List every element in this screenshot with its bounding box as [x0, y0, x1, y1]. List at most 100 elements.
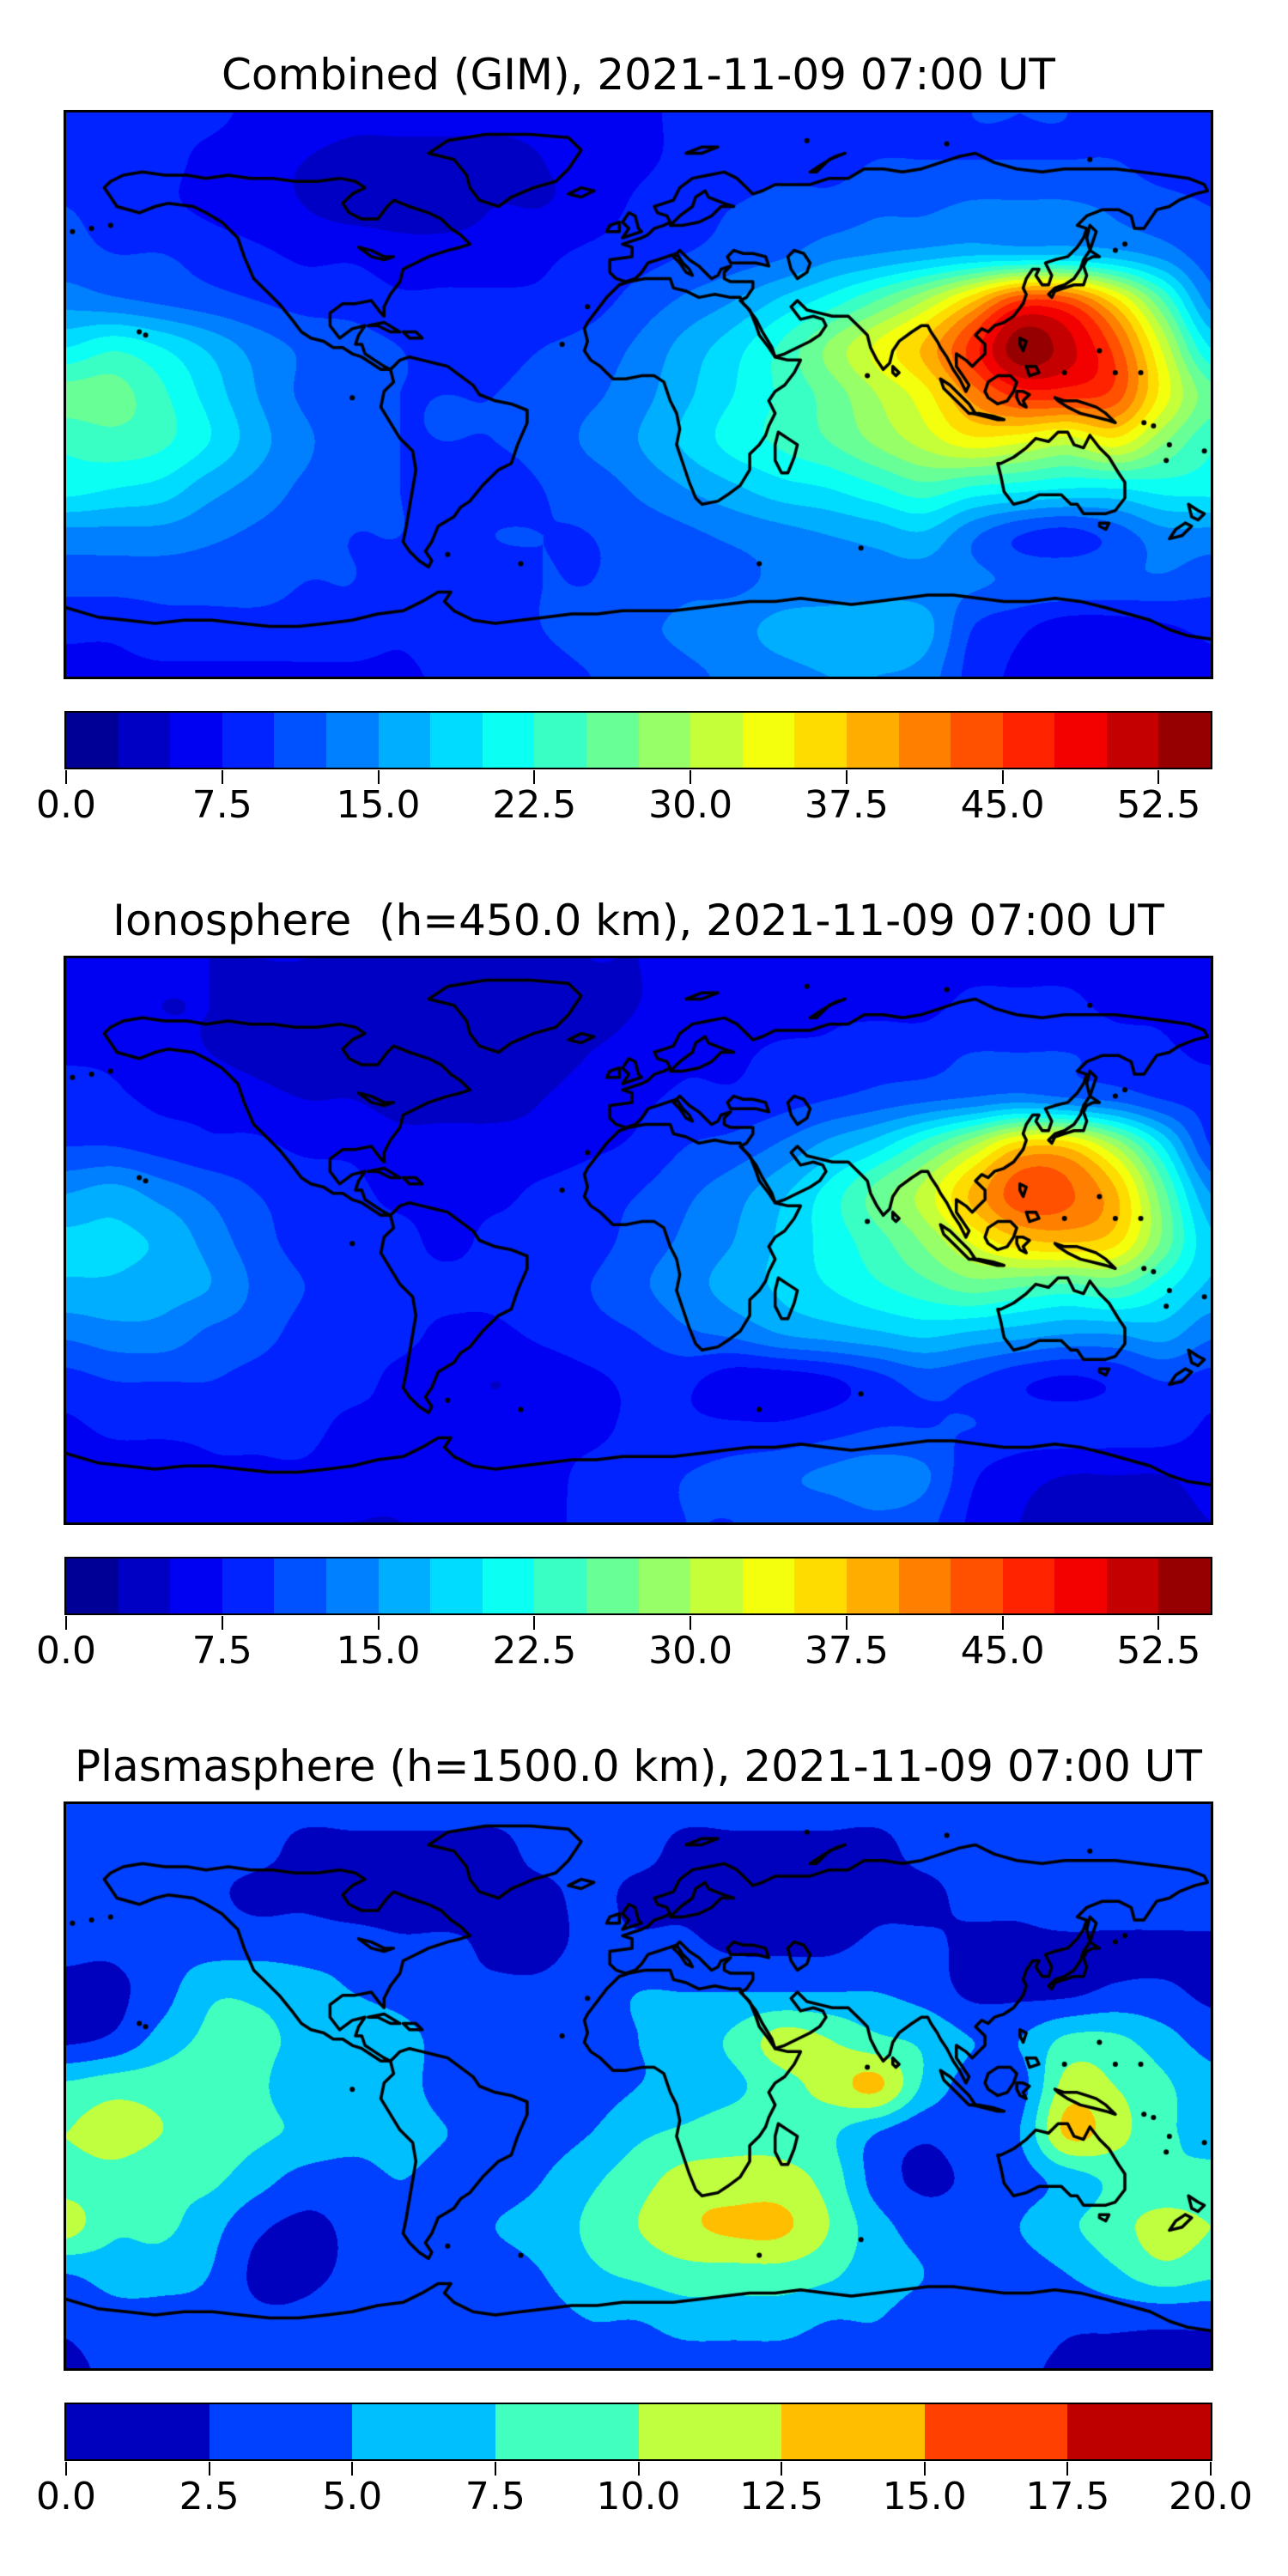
- colorbar-segment: [794, 1558, 847, 1613]
- colorbar-tick: [690, 770, 692, 784]
- colorbar-segment: [482, 713, 535, 768]
- colorbar-tick: [1001, 770, 1004, 784]
- map-plasmasphere-frame: [64, 1801, 1213, 2371]
- colorbar-tick: [1066, 2462, 1069, 2476]
- colorbar-tick-label: 37.5: [804, 783, 889, 827]
- colorbar-tick: [494, 2462, 496, 2476]
- colorbar-segment: [1158, 1558, 1212, 1613]
- colorbar-segment: [1002, 713, 1055, 768]
- colorbar-segment: [1106, 1558, 1159, 1613]
- colorbar-segment: [846, 1558, 899, 1613]
- colorbar-tick-label: 22.5: [492, 783, 577, 827]
- colorbar-segment: [794, 713, 847, 768]
- colorbar-segment: [534, 1558, 586, 1613]
- colorbar-segment: [638, 2404, 782, 2459]
- colorbar-segment: [1067, 2404, 1211, 2459]
- colorbar-segment: [325, 713, 379, 768]
- colorbar-segment: [430, 713, 483, 768]
- colorbar-tick-label: 7.5: [191, 783, 252, 827]
- colorbar-tick: [923, 2462, 926, 2476]
- colorbar-tick-label: 2.5: [179, 2475, 240, 2518]
- colorbar-tick: [377, 770, 380, 784]
- colorbar-tick: [1157, 770, 1160, 784]
- colorbar-segment: [352, 2404, 495, 2459]
- colorbar-tick: [637, 2462, 640, 2476]
- colorbar-plasmasphere: [64, 2403, 1212, 2461]
- colorbar-tick: [221, 1616, 223, 1630]
- colorbar-tick-label: 15.0: [336, 783, 421, 827]
- colorbar-segment: [378, 1558, 431, 1613]
- colorbar-segment: [66, 1558, 118, 1613]
- map-plasmasphere-canvas: [66, 1804, 1211, 2368]
- colorbar-segment: [638, 1558, 691, 1613]
- colorbar-segment: [66, 2404, 210, 2459]
- colorbar-tick: [845, 770, 848, 784]
- colorbar-tick-label: 5.0: [322, 2475, 383, 2518]
- colorbar-tick-label: 30.0: [648, 1629, 733, 1673]
- colorbar-tick-label: 0.0: [36, 1629, 96, 1673]
- colorbar-tick-label: 20.0: [1169, 2475, 1253, 2518]
- colorbar-tick-label: 15.0: [336, 1629, 421, 1673]
- colorbar-tick: [1001, 1616, 1004, 1630]
- map-ionosphere-canvas: [66, 958, 1211, 1522]
- colorbar-segment: [742, 713, 795, 768]
- map-ionosphere-frame: [64, 956, 1213, 1525]
- colorbar-segment: [482, 1558, 535, 1613]
- colorbar-tick: [65, 770, 67, 784]
- colorbar-tick-label: 0.0: [36, 783, 96, 827]
- colorbar-segment: [1158, 713, 1212, 768]
- colorbar-tick: [845, 1616, 848, 1630]
- colorbar-segment: [534, 713, 586, 768]
- colorbar-segment: [586, 1558, 639, 1613]
- colorbar-segment: [1054, 1558, 1107, 1613]
- colorbar-tick: [1157, 1616, 1160, 1630]
- colorbar-segment: [209, 2404, 353, 2459]
- colorbar-tick: [1210, 2462, 1212, 2476]
- colorbar-tick: [690, 1616, 692, 1630]
- colorbar-tick-label: 17.5: [1025, 2475, 1110, 2518]
- colorbar-segment: [846, 713, 899, 768]
- map-combined-canvas: [66, 112, 1211, 677]
- colorbar-segment: [1054, 713, 1107, 768]
- colorbar-segment: [222, 713, 275, 768]
- colorbar-segment: [586, 713, 639, 768]
- colorbar-segment: [170, 713, 222, 768]
- colorbar-tick: [533, 770, 536, 784]
- colorbar-segment: [638, 713, 691, 768]
- colorbar-segment: [690, 1558, 743, 1613]
- colorbar-tick-label: 7.5: [465, 2475, 526, 2518]
- colorbar-tick: [65, 2462, 67, 2476]
- colorbar-tick-label: 15.0: [882, 2475, 967, 2518]
- colorbar-segment: [951, 1558, 1003, 1613]
- colorbar-tick-label: 0.0: [36, 2475, 96, 2518]
- colorbar-tick: [351, 2462, 354, 2476]
- colorbar-segment: [118, 1558, 171, 1613]
- colorbar-segment: [170, 1558, 222, 1613]
- colorbar-tick-label: 30.0: [648, 783, 733, 827]
- map-title-plasmasphere: Plasmasphere (h=1500.0 km), 2021-11-09 0…: [75, 1741, 1202, 1791]
- colorbar-segment: [690, 713, 743, 768]
- colorbar-segment: [898, 713, 951, 768]
- colorbar-segment: [742, 1558, 795, 1613]
- colorbar-segment: [924, 2404, 1068, 2459]
- colorbar-tick-label: 45.0: [960, 783, 1045, 827]
- colorbar-segment: [274, 713, 326, 768]
- colorbar-tick: [221, 770, 223, 784]
- colorbar-segment: [495, 2404, 639, 2459]
- colorbar-tick-label: 52.5: [1116, 783, 1201, 827]
- colorbar-segment: [118, 713, 171, 768]
- colorbar-tick-label: 37.5: [804, 1629, 889, 1673]
- colorbar-segment: [781, 2404, 925, 2459]
- colorbar-segment: [898, 1558, 951, 1613]
- colorbar-tick-label: 22.5: [492, 1629, 577, 1673]
- map-title-ionosphere: Ionosphere (h=450.0 km), 2021-11-09 07:0…: [112, 896, 1164, 945]
- colorbar-tick: [533, 1616, 536, 1630]
- colorbar-tick-label: 52.5: [1116, 1629, 1201, 1673]
- map-combined-frame: [64, 110, 1213, 679]
- map-title-combined: Combined (GIM), 2021-11-09 07:00 UT: [222, 50, 1055, 100]
- colorbar-segment: [66, 713, 118, 768]
- colorbar-segment: [1002, 1558, 1055, 1613]
- colorbar-segment: [222, 1558, 275, 1613]
- colorbar-segment: [274, 1558, 326, 1613]
- colorbar-tick: [65, 1616, 67, 1630]
